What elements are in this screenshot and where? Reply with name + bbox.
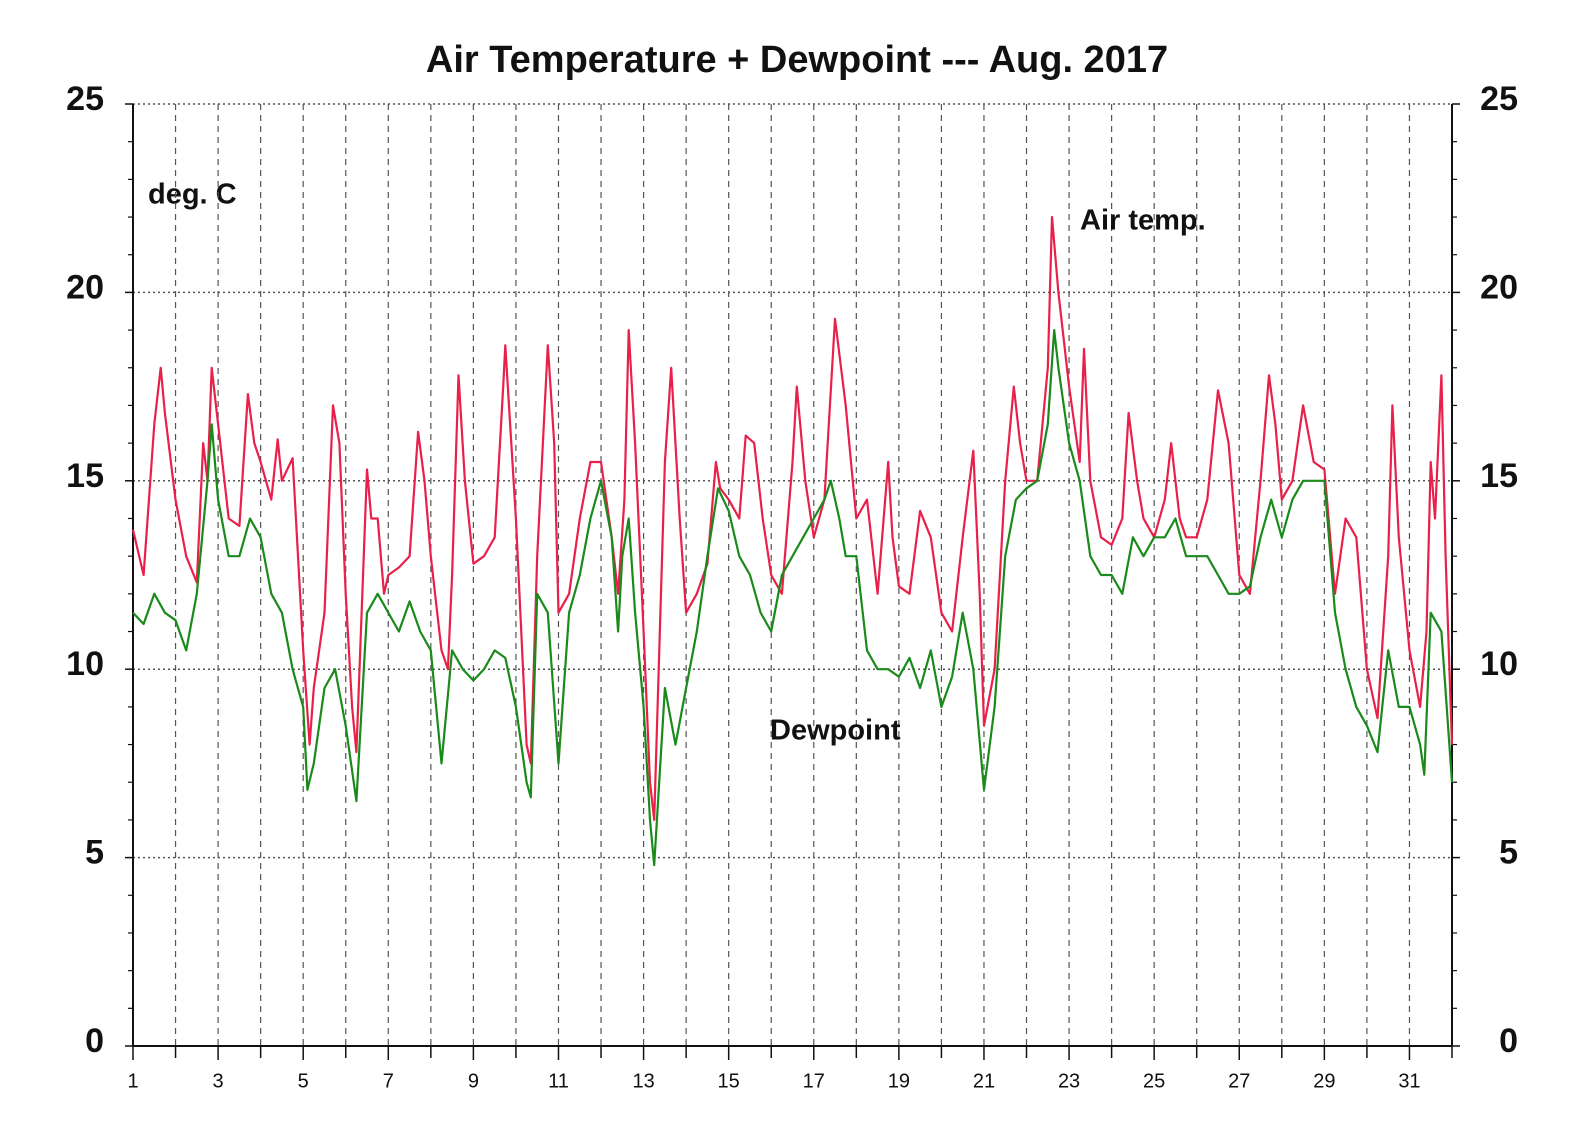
y2-tick-label: 15	[1480, 457, 1518, 495]
x-tick-label: 21	[973, 1070, 995, 1092]
series-label: Air temp.	[1080, 205, 1206, 237]
y-tick-label: 20	[66, 268, 104, 306]
y-tick-label: 5	[85, 834, 104, 872]
unit-label: deg. C	[148, 179, 237, 211]
x-tick-label: 25	[1143, 1070, 1165, 1092]
y2-tick-label: 25	[1480, 80, 1518, 118]
y2-tick-label: 5	[1499, 834, 1518, 872]
series-line	[131, 215, 1454, 821]
x-tick-label: 3	[213, 1070, 224, 1092]
x-tick-label: 9	[468, 1070, 479, 1092]
x-tick-label: 11	[548, 1070, 569, 1092]
chart-title: Air Temperature + Dewpoint --- Aug. 2017	[426, 39, 1168, 81]
y-tick-label: 25	[66, 80, 104, 118]
x-tick-label: 13	[632, 1070, 654, 1092]
x-tick-label: 31	[1398, 1070, 1420, 1092]
y2-tick-label: 0	[1499, 1022, 1518, 1060]
y-tick-label: 15	[66, 457, 104, 495]
x-tick-label: 7	[383, 1070, 394, 1092]
x-tick-label: 29	[1313, 1070, 1335, 1092]
y2-tick-label: 20	[1480, 268, 1518, 306]
x-tick-label: 1	[127, 1070, 138, 1092]
y-tick-label: 0	[85, 1022, 104, 1060]
x-tick-label: 23	[1058, 1070, 1080, 1092]
x-tick-label: 27	[1228, 1070, 1250, 1092]
series-line	[132, 329, 1454, 867]
x-tick-label: 15	[718, 1070, 740, 1092]
series-label: Dewpoint	[770, 715, 901, 747]
x-tick-label: 19	[888, 1070, 910, 1092]
y2-tick-label: 10	[1480, 645, 1518, 683]
x-tick-label: 17	[803, 1070, 825, 1092]
y-tick-label: 10	[66, 645, 104, 683]
x-tick-label: 5	[298, 1070, 309, 1092]
